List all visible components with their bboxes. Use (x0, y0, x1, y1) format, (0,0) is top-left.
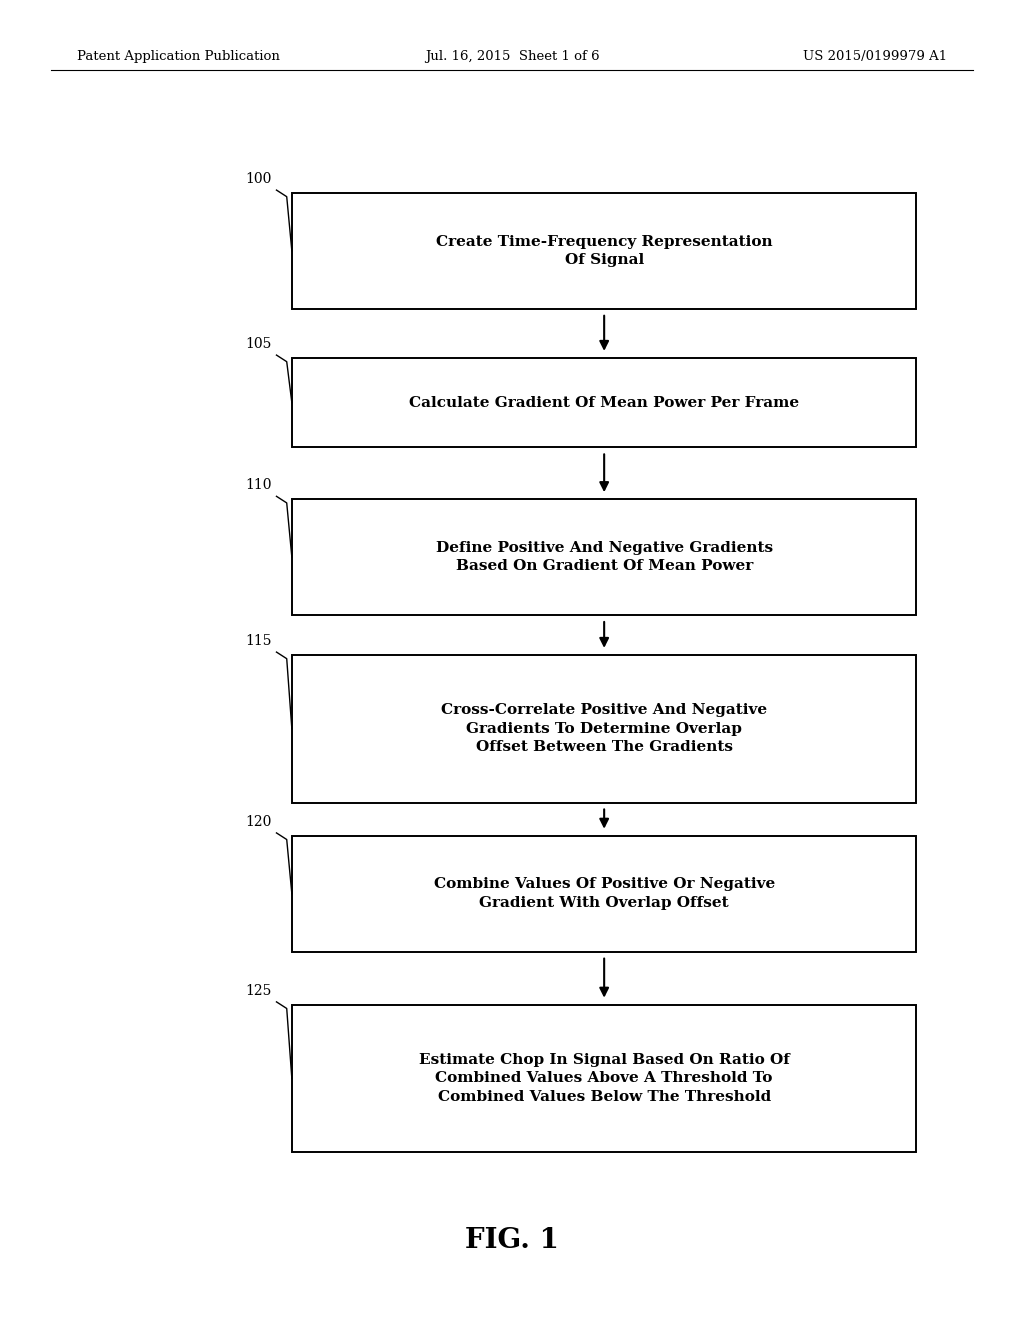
Text: 100: 100 (245, 172, 271, 186)
Bar (292, 193, 916, 309)
Bar (292, 358, 916, 447)
Bar (292, 1005, 916, 1152)
Bar (292, 655, 916, 803)
Text: Jul. 16, 2015  Sheet 1 of 6: Jul. 16, 2015 Sheet 1 of 6 (425, 50, 599, 63)
Text: Patent Application Publication: Patent Application Publication (77, 50, 280, 63)
Text: Combine Values Of Positive Or Negative
Gradient With Overlap Offset: Combine Values Of Positive Or Negative G… (433, 878, 775, 909)
Text: Cross-Correlate Positive And Negative
Gradients To Determine Overlap
Offset Betw: Cross-Correlate Positive And Negative Gr… (441, 704, 767, 754)
Text: FIG. 1: FIG. 1 (465, 1228, 559, 1254)
Text: Calculate Gradient Of Mean Power Per Frame: Calculate Gradient Of Mean Power Per Fra… (410, 396, 799, 409)
Text: 115: 115 (245, 634, 271, 648)
Text: 125: 125 (245, 983, 271, 998)
Text: Estimate Chop In Signal Based On Ratio Of
Combined Values Above A Threshold To
C: Estimate Chop In Signal Based On Ratio O… (419, 1053, 790, 1104)
Bar (292, 836, 916, 952)
Text: 105: 105 (245, 337, 271, 351)
Bar (292, 499, 916, 615)
Text: 120: 120 (245, 814, 271, 829)
Text: 110: 110 (245, 478, 271, 492)
Text: Define Positive And Negative Gradients
Based On Gradient Of Mean Power: Define Positive And Negative Gradients B… (435, 541, 773, 573)
Text: US 2015/0199979 A1: US 2015/0199979 A1 (803, 50, 947, 63)
Text: Create Time-Frequency Representation
Of Signal: Create Time-Frequency Representation Of … (436, 235, 772, 267)
